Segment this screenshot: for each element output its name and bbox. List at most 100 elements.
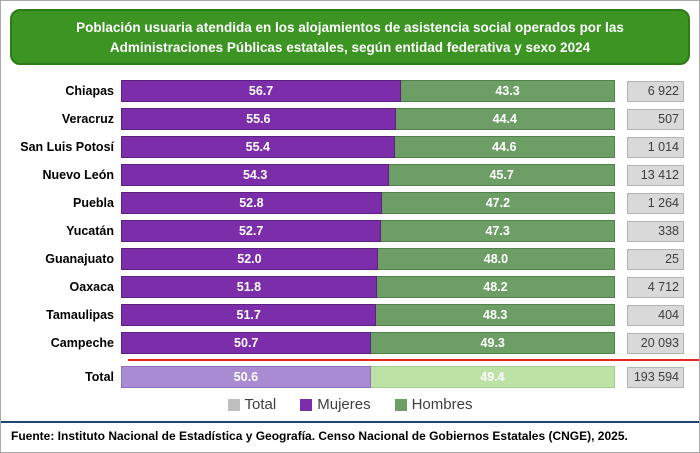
hombres-value: 48.3 bbox=[483, 308, 508, 323]
bar-track: 52.8 47.2 bbox=[121, 192, 615, 215]
entity-label: Veracruz bbox=[61, 112, 114, 127]
entity-label: Puebla bbox=[73, 196, 114, 211]
legend-item-hombres: Hombres bbox=[394, 396, 473, 414]
mujeres-bar-segment: 50.6 bbox=[121, 366, 371, 389]
hombres-bar-segment: 44.6 bbox=[394, 136, 615, 159]
total-count-box: 1 264 bbox=[627, 192, 684, 214]
entity-label: Yucatán bbox=[66, 224, 114, 239]
hombres-bar-segment: 49.4 bbox=[370, 366, 615, 389]
mujeres-bar-segment: 51.7 bbox=[121, 304, 377, 327]
bar-row-oaxaca: Oaxaca 51.8 48.2 4 712 bbox=[1, 273, 699, 301]
bar-row-guanajuato: Guanajuato 52.0 48.0 25 bbox=[1, 245, 699, 273]
hombres-value: 45.7 bbox=[489, 168, 514, 183]
mujeres-bar-segment: 55.4 bbox=[121, 136, 395, 159]
total-separator-line bbox=[128, 359, 699, 362]
mujeres-bar-segment: 52.7 bbox=[121, 220, 382, 243]
mujeres-value: 55.4 bbox=[245, 140, 270, 155]
legend: Total Mujeres Hombres bbox=[1, 396, 699, 413]
entity-label: Campeche bbox=[50, 336, 114, 351]
mujeres-value: 52.8 bbox=[239, 196, 264, 211]
mujeres-value: 50.6 bbox=[233, 370, 259, 385]
entity-label: Nuevo León bbox=[42, 168, 114, 183]
chart-title-line1: Población usuaria atendida en los alojam… bbox=[76, 20, 624, 35]
hombres-value: 49.3 bbox=[480, 336, 505, 351]
mujeres-bar-segment: 56.7 bbox=[121, 80, 402, 103]
mujeres-value: 50.7 bbox=[234, 336, 259, 351]
total-count-box: 507 bbox=[627, 108, 684, 130]
hombres-value: 47.2 bbox=[485, 196, 511, 211]
mujeres-bar-segment: 52.8 bbox=[121, 192, 382, 215]
hombres-value: 48.0 bbox=[483, 252, 509, 267]
entity-label: Guanajuato bbox=[45, 252, 114, 267]
hombres-value: 49.4 bbox=[480, 370, 505, 385]
entity-label: Oaxaca bbox=[69, 280, 114, 295]
entity-label: Tamaulipas bbox=[46, 308, 114, 323]
total-count-box: 193 594 bbox=[627, 366, 684, 388]
hombres-value: 48.2 bbox=[483, 280, 508, 295]
legend-label-mujeres: Mujeres bbox=[317, 396, 371, 414]
legend-label-total: Total bbox=[244, 396, 277, 414]
bar-track: 55.6 44.4 bbox=[121, 108, 615, 131]
entity-label: Total bbox=[85, 370, 114, 385]
mujeres-value: 56.7 bbox=[248, 84, 274, 99]
legend-label-hombres: Hombres bbox=[411, 396, 473, 414]
total-count-box: 338 bbox=[627, 220, 684, 242]
bar-track: 54.3 45.7 bbox=[121, 164, 615, 187]
bar-row-campeche: Campeche 50.7 49.3 20 093 bbox=[1, 329, 699, 357]
hombres-bar-segment: 48.3 bbox=[376, 304, 615, 327]
bar-row-chiapas: Chiapas 56.7 43.3 6 922 bbox=[1, 77, 699, 105]
mujeres-value: 52.7 bbox=[238, 224, 264, 239]
bar-track: 52.0 48.0 bbox=[121, 248, 615, 271]
hombres-value: 44.6 bbox=[492, 140, 517, 155]
total-count-box: 4 712 bbox=[627, 276, 684, 298]
bar-row-yucatan: Yucatán 52.7 47.3 338 bbox=[1, 217, 699, 245]
bar-track: 51.8 48.2 bbox=[121, 276, 615, 299]
total-count-box: 20 093 bbox=[627, 332, 684, 354]
hombres-bar-segment: 48.0 bbox=[377, 248, 615, 271]
bar-track: 52.7 47.3 bbox=[121, 220, 615, 243]
bar-row-san-luis-potosi: San Luis Potosí 55.4 44.6 1 014 bbox=[1, 133, 699, 161]
total-count-box: 6 922 bbox=[627, 80, 684, 102]
mujeres-value: 51.8 bbox=[236, 280, 262, 295]
source-note: Fuente: Instituto Nacional de Estadístic… bbox=[11, 429, 628, 444]
bar-row-veracruz: Veracruz 55.6 44.4 507 bbox=[1, 105, 699, 133]
mujeres-bar-segment: 55.6 bbox=[121, 108, 396, 131]
mujeres-value: 54.3 bbox=[242, 168, 268, 183]
hombres-bar-segment: 47.2 bbox=[381, 192, 615, 215]
bar-track: 55.4 44.6 bbox=[121, 136, 615, 159]
bar-row-tamaulipas: Tamaulipas 51.7 48.3 404 bbox=[1, 301, 699, 329]
hombres-swatch-icon bbox=[394, 398, 407, 411]
hombres-value: 44.4 bbox=[492, 112, 517, 127]
total-count-box: 25 bbox=[627, 248, 684, 270]
hombres-bar-segment: 43.3 bbox=[401, 80, 615, 103]
total-count-box: 404 bbox=[627, 304, 684, 326]
bar-row-total: Total 50.6 49.4 193 594 bbox=[1, 363, 699, 391]
bar-track: 51.7 48.3 bbox=[121, 304, 615, 327]
chart-title-line2: Administraciones Públicas estatales, seg… bbox=[109, 39, 591, 55]
bar-row-puebla: Puebla 52.8 47.2 1 264 bbox=[1, 189, 699, 217]
hombres-bar-segment: 48.2 bbox=[376, 276, 615, 299]
legend-item-total: Total bbox=[227, 396, 277, 414]
mujeres-bar-segment: 52.0 bbox=[121, 248, 378, 271]
bar-track: 56.7 43.3 bbox=[121, 80, 615, 103]
bar-row-nuevo-leon: Nuevo León 54.3 45.7 13 412 bbox=[1, 161, 699, 189]
mujeres-swatch-icon bbox=[300, 398, 313, 411]
hombres-bar-segment: 49.3 bbox=[371, 332, 615, 355]
mujeres-bar-segment: 50.7 bbox=[121, 332, 372, 355]
mujeres-bar-segment: 51.8 bbox=[121, 276, 377, 299]
footer-divider bbox=[1, 421, 699, 424]
stacked-bar-chart: Chiapas 56.7 43.3 6 922 Veracruz 55.6 44… bbox=[1, 77, 699, 391]
chart-title: Población usuaria atendida en los alojam… bbox=[10, 9, 690, 66]
hombres-value: 47.3 bbox=[485, 224, 510, 239]
total-count-box: 13 412 bbox=[627, 164, 684, 186]
mujeres-bar-segment: 54.3 bbox=[121, 164, 390, 187]
mujeres-value: 51.7 bbox=[236, 308, 261, 323]
hombres-bar-segment: 45.7 bbox=[389, 164, 615, 187]
hombres-bar-segment: 44.4 bbox=[395, 108, 615, 131]
bar-track: 50.7 49.3 bbox=[121, 332, 615, 355]
total-swatch-icon bbox=[227, 398, 240, 411]
mujeres-value: 52.0 bbox=[237, 252, 262, 267]
entity-label: Chiapas bbox=[65, 84, 114, 99]
hombres-bar-segment: 47.3 bbox=[381, 220, 615, 243]
